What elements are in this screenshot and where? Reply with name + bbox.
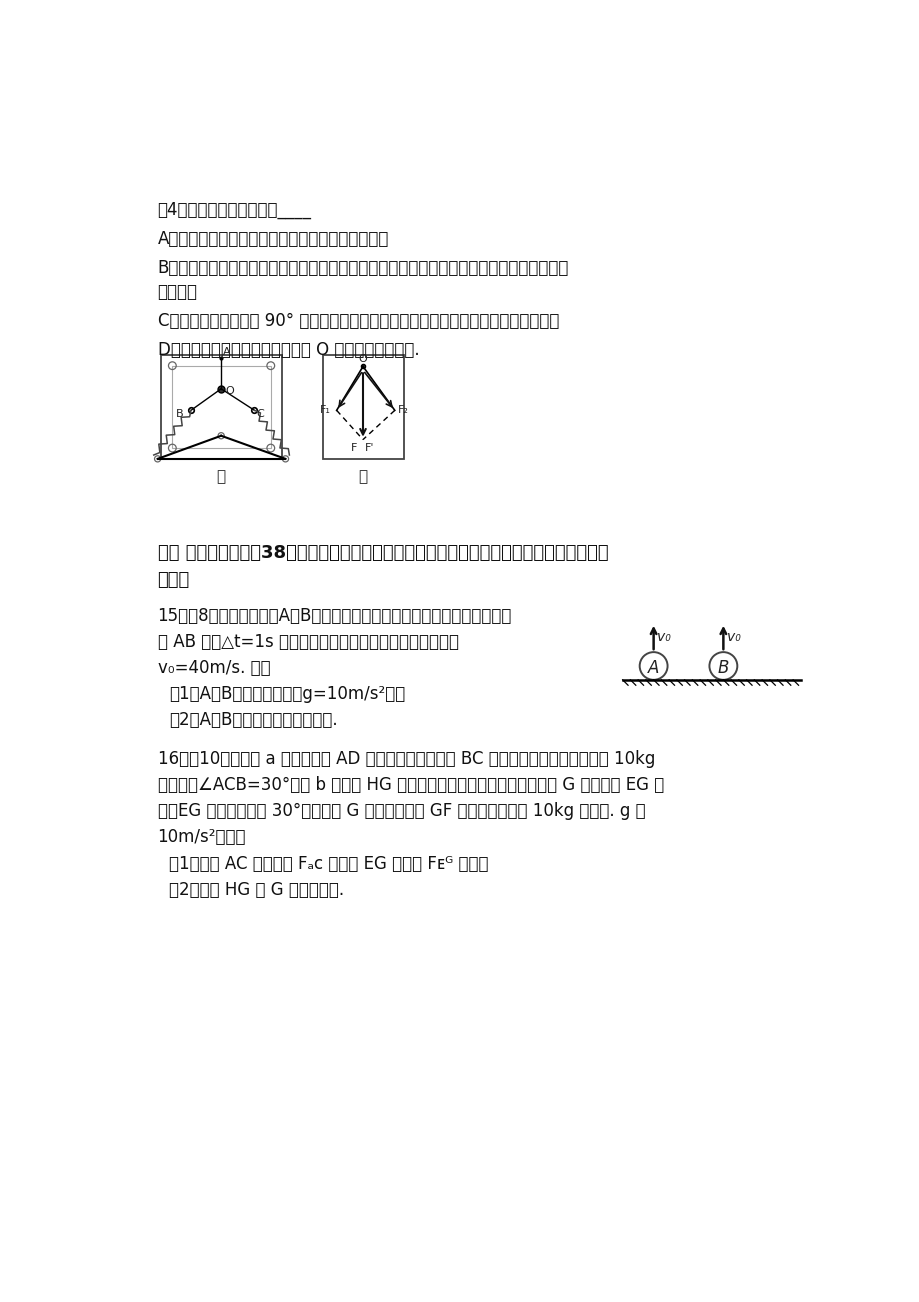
Text: D．在同一实验中，两次实验操作 O 点的位置不能变动.: D．在同一实验中，两次实验操作 O 点的位置不能变动. xyxy=(157,341,419,359)
Text: 16．（10分）如图 a 所示，轻绳 AD 跨过固定在水平横梁 BC 右端的定滑轮挂一个质量为 10kg: 16．（10分）如图 a 所示，轻绳 AD 跨过固定在水平横梁 BC 右端的定滑… xyxy=(157,750,654,768)
Text: 分．）: 分．） xyxy=(157,572,189,590)
Text: 纸面接触: 纸面接触 xyxy=(157,283,198,301)
Text: O: O xyxy=(225,387,233,397)
Text: A．两个分力的値稍大一些较好，便于减小作图误差: A．两个分力的値稍大一些较好，便于减小作图误差 xyxy=(157,230,389,249)
Text: 现 AB 间隔△t=1s 分别先后先做竖直上抛运动，初速度均为: 现 AB 间隔△t=1s 分别先后先做竖直上抛运动，初速度均为 xyxy=(157,633,459,651)
Text: F₁: F₁ xyxy=(319,405,330,415)
Text: O: O xyxy=(358,354,367,365)
Text: （1）细绳 AC 段的张力 Fₐᴄ 与细绳 EG 的张力 Fᴇᴳ 之比；: （1）细绳 AC 段的张力 Fₐᴄ 与细绳 EG 的张力 Fᴇᴳ 之比； xyxy=(169,854,488,872)
Text: B: B xyxy=(176,409,183,419)
Text: 的物体，∠ACB=30°；图 b 中轻杆 HG 一端用铰链固定在竖直墙上，另一端 G 通过细绳 EG 拉: 的物体，∠ACB=30°；图 b 中轻杆 HG 一端用铰链固定在竖直墙上，另一端… xyxy=(157,776,664,794)
Text: F: F xyxy=(350,443,357,453)
Text: （2）轻杆 HG 对 G 端的支持力.: （2）轻杆 HG 对 G 端的支持力. xyxy=(169,881,344,898)
Text: （2）A、B两球相遇时的离地高度.: （2）A、B两球相遇时的离地高度. xyxy=(169,711,337,729)
Text: 10m/s²，求：: 10m/s²，求： xyxy=(157,828,246,846)
Text: v₀: v₀ xyxy=(657,630,671,643)
Text: （1）A、B两球何时相遇（g=10m/s²）；: （1）A、B两球何时相遇（g=10m/s²）； xyxy=(169,685,405,703)
Text: B: B xyxy=(717,659,728,677)
Text: 乙: 乙 xyxy=(358,470,368,484)
Text: 甲: 甲 xyxy=(216,470,225,484)
Text: 15．（8分）如图所示，A、B两球（均为质点），初始时均静止于地面上，: 15．（8分）如图所示，A、B两球（均为质点），初始时均静止于地面上， xyxy=(157,607,512,625)
Text: （4）下列说法中正确的是____: （4）下列说法中正确的是____ xyxy=(157,201,312,219)
Text: v₀: v₀ xyxy=(726,630,741,643)
Text: v₀=40m/s. 求：: v₀=40m/s. 求： xyxy=(157,659,270,677)
Text: F': F' xyxy=(364,443,374,453)
Text: C: C xyxy=(256,409,265,419)
Text: B．两个分力的夹角越大越好，同时在实验中应注意弹簧测力计与细线应始终平行纸板但不与: B．两个分力的夹角越大越好，同时在实验中应注意弹簧测力计与细线应始终平行纸板但不… xyxy=(157,259,568,277)
Text: 住，EG 与水平方向成 30°，轻杆的 G 点用另一细绳 GF 拉住一个质量为 10kg 的物体. g 取: 住，EG 与水平方向成 30°，轻杆的 G 点用另一细绳 GF 拉住一个质量为 … xyxy=(157,802,644,820)
Text: F₂: F₂ xyxy=(397,405,408,415)
Text: A: A xyxy=(222,348,230,357)
Text: C．两分力的夹角应取 90° 较好，便于之后运算中采用勾股定理以验证平行四边形定则: C．两分力的夹角应取 90° 较好，便于之后运算中采用勾股定理以验证平行四边形定… xyxy=(157,311,559,329)
Text: A: A xyxy=(647,659,659,677)
Text: 三． 计算题（本题八38分．解答需写出必要的文字说明和重要的演算步骤，只写答案的不得: 三． 计算题（本题八38分．解答需写出必要的文字说明和重要的演算步骤，只写答案的… xyxy=(157,543,607,561)
